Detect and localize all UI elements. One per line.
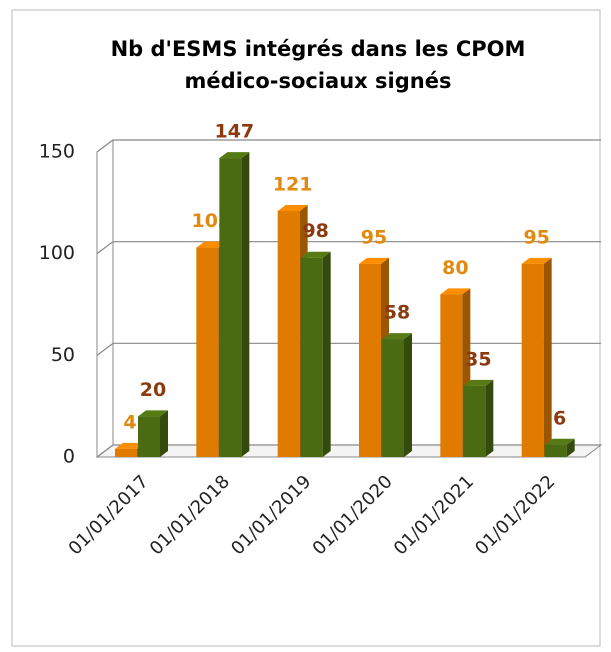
data-label: 35	[465, 348, 491, 370]
bar-front	[300, 257, 323, 457]
data-label: 98	[302, 220, 328, 242]
bar-front	[277, 210, 300, 457]
data-label: 95	[523, 226, 549, 248]
bar-front	[196, 247, 219, 457]
bar	[463, 379, 494, 457]
bar-top	[463, 379, 494, 386]
bar-front	[382, 339, 404, 457]
bar-top	[359, 257, 389, 264]
bar-top	[300, 251, 331, 258]
bar-front	[463, 385, 486, 457]
grid-line	[96, 241, 601, 255]
grid-line	[96, 139, 601, 153]
bar	[300, 251, 331, 457]
bar-front	[359, 263, 381, 457]
bar-front	[138, 416, 160, 457]
grid-line	[96, 444, 601, 458]
data-label: 121	[273, 173, 313, 195]
data-label: 80	[442, 257, 468, 279]
bar	[382, 333, 412, 457]
bar-top	[196, 241, 227, 248]
bar-side	[404, 333, 412, 457]
y-tick-label: 150	[39, 141, 75, 163]
bar-side	[160, 410, 168, 457]
bar-top	[382, 333, 412, 340]
bar	[219, 152, 250, 457]
data-label: 147	[214, 121, 254, 143]
y-tick-label: 100	[39, 242, 75, 264]
bar-side	[543, 257, 552, 457]
bar	[138, 410, 168, 457]
y-tick-label: 0	[63, 446, 75, 468]
data-label: 58	[384, 302, 410, 324]
bar-front	[440, 294, 463, 457]
bar-side	[322, 251, 331, 457]
bar	[521, 257, 552, 457]
bar-side	[485, 379, 494, 457]
bar-front	[544, 444, 567, 457]
data-label: 6	[553, 407, 566, 429]
bar-top	[521, 257, 552, 264]
bar-top	[219, 152, 250, 159]
bar-top	[138, 410, 168, 417]
data-label: 4	[123, 411, 136, 433]
y-tick-label: 50	[51, 344, 75, 366]
bar-top	[544, 438, 575, 445]
grid-line	[96, 342, 601, 356]
chart-title: Nb d'ESMS intégrés dans les CPOM	[111, 37, 526, 61]
bar-top	[440, 288, 471, 295]
bar	[544, 438, 575, 457]
data-label: 95	[361, 226, 387, 248]
data-label: 20	[140, 379, 166, 401]
bar-side	[566, 438, 575, 457]
bar-top	[277, 204, 308, 211]
bar-front	[521, 263, 544, 457]
chart-title: médico-sociaux signés	[185, 69, 452, 93]
bar-side	[241, 152, 250, 457]
bar-front	[115, 448, 137, 457]
bar-front	[219, 158, 242, 457]
bar-top	[115, 442, 145, 449]
